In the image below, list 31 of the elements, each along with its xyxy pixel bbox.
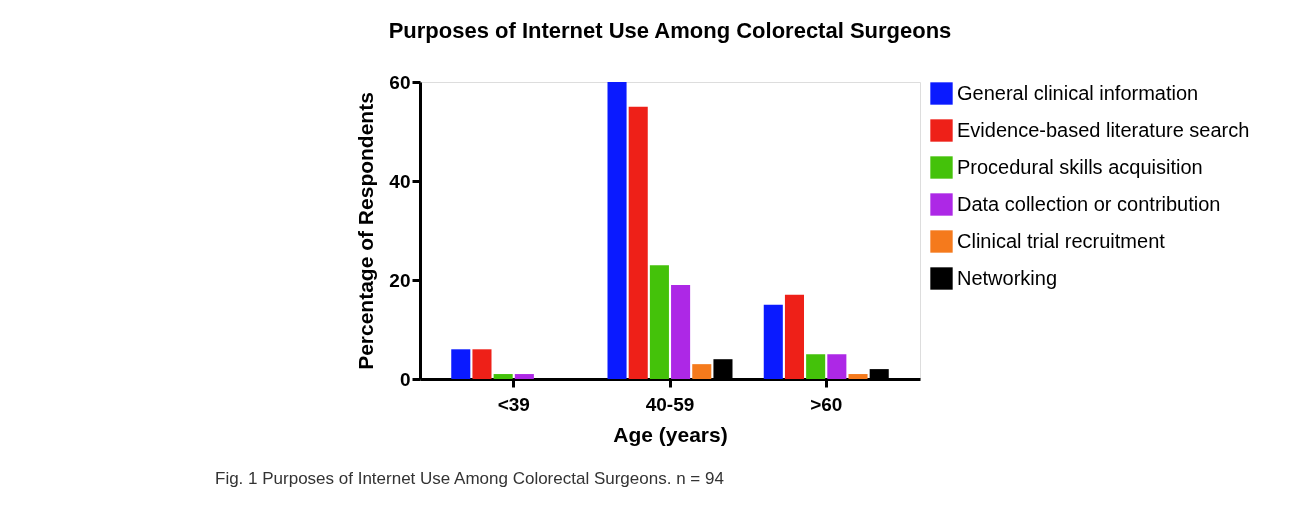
bar: [806, 354, 826, 379]
bar: [451, 349, 471, 379]
legend-label: Data collection or contribution: [957, 192, 1221, 215]
bar: [607, 82, 627, 379]
bar: [848, 374, 868, 379]
chart-title: Purposes of Internet Use Among Colorectal Surgeons: [388, 18, 952, 43]
y-tick-label: 0: [399, 368, 411, 390]
bar: [628, 106, 648, 379]
bar: [763, 304, 783, 379]
legend-label: General clinical information: [957, 81, 1199, 104]
legend-label: Evidence-based literature search: [957, 118, 1250, 141]
x-axis-title: Age (years): [613, 422, 728, 446]
bar: [514, 374, 534, 379]
x-tick-label: >60: [810, 393, 843, 415]
bar: [472, 349, 492, 379]
y-tick-label: 20: [389, 269, 411, 291]
x-tick-label: 40-59: [645, 393, 695, 415]
bar: [784, 294, 804, 379]
bar: [671, 284, 691, 379]
bar: [493, 374, 513, 379]
bar: [692, 364, 712, 379]
bar: [827, 354, 847, 379]
legend-label: Procedural skills acquisition: [957, 155, 1203, 178]
y-axis-title: Percentage of Respondents: [354, 92, 378, 370]
caption: Fig. 1 Purposes of Internet Use Among Colorectal Surgeons. n = 94: [215, 469, 724, 488]
y-tick-label: 60: [389, 71, 411, 93]
legend-label: Clinical trial recruitment: [957, 229, 1166, 252]
legend-label: Networking: [957, 266, 1058, 289]
x-tick-label: <39: [497, 393, 530, 415]
bar: [649, 265, 669, 379]
y-tick-label: 40: [389, 170, 411, 192]
